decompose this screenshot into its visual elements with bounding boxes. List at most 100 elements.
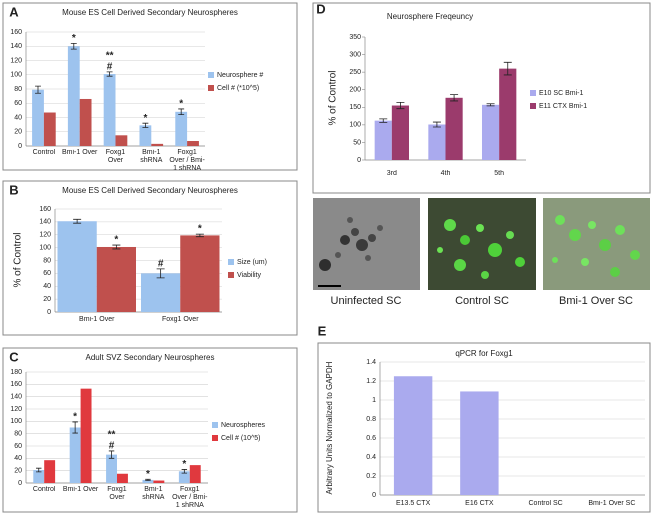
bar [178,471,190,483]
bar [187,141,199,146]
y-tick-label: 0 [372,492,376,499]
y-tick-label: 40 [14,114,22,121]
bar [499,68,517,160]
image-caption: Bmi-1 Over SC [559,295,633,307]
error-bar [379,118,388,123]
y-tick-label: 0 [18,480,22,487]
y-tick-label: 0 [357,157,361,164]
y-tick-label: 150 [349,104,361,111]
legend-label: E10 SC Bmi-1 [539,90,583,97]
bar [141,273,181,312]
panel-frame [2,347,298,513]
chart-title: Adult SVZ Secondary Neurospheres [86,353,215,362]
annotation: # [107,62,113,73]
x-tick-label-box: Bmi-1 Over [61,149,98,156]
annotation: # [109,441,115,452]
bar [115,135,128,146]
y-tick-label: 1.2 [366,378,376,385]
bar [44,460,56,483]
x-tick-label-box: Foxg1 Over [107,486,127,501]
legend-swatch [530,90,536,96]
image-caption: Control SC [455,295,509,307]
panel-letter: C [9,349,19,364]
x-tick-label: Bmi-1 shRNA [140,149,163,164]
error-bar [450,94,459,102]
bar [393,376,433,495]
y-tick-label: 180 [10,369,22,376]
micrograph [428,198,536,290]
x-tick-label: 4th [440,170,451,177]
bar [175,111,188,146]
x-tick-label: Control [32,149,56,156]
x-tick-label: Foxg1 Over / Bmi-1 shRNA [172,486,208,509]
y-tick-label: 100 [10,72,22,79]
y-tick-label: 160 [10,29,22,36]
error-bar [181,469,188,474]
bar [151,143,164,146]
bar [43,112,56,146]
image-caption: Uninfected SC [331,295,402,307]
x-tick-label-box: 3rd [386,170,397,177]
y-tick-label: 0.8 [366,416,376,423]
bar [57,221,97,312]
x-tick-label: Bmi-1 Over [79,316,115,323]
y-tick-label: 60 [43,270,51,277]
bar [153,480,165,483]
bar [139,125,152,146]
bar [428,124,446,160]
error-bar [106,71,113,77]
panel-frame [2,2,298,171]
y-tick-label: 40 [43,283,51,290]
x-tick-label: 3rd [386,170,397,177]
legend-swatch [208,85,214,91]
y-axis-label: % of Control [328,70,339,125]
x-tick-label-box: Bmi-1 Over SC [588,500,635,507]
panel-letter: B [9,182,18,197]
panel-frame [317,342,651,513]
panel-letter: E [318,323,327,338]
legend-label: Neurosphere # [217,72,263,79]
x-tick-label-box: Control SC [529,500,563,507]
error-bar [178,108,185,116]
error-bar [142,122,149,128]
y-tick-label: 100 [10,418,22,425]
y-tick-label: 60 [14,443,22,450]
annotation: * [146,469,150,480]
y-tick-label: 0.6 [366,435,376,442]
legend-label: E11 CTX Bmi-1 [539,103,587,110]
bar [374,120,392,160]
error-bar [72,421,78,434]
y-tick-label: 140 [10,43,22,50]
panel-letter: A [9,4,19,19]
x-tick-label: Foxg1 Over / Bmi-1 shRNA [169,149,205,172]
x-tick-label: Control [32,486,56,493]
x-tick-label-box: Bmi-1 shRNA [142,486,164,501]
x-tick-label: E13.5 CTX [396,500,431,507]
micrograph [313,198,420,290]
y-tick-label: 50 [353,139,361,146]
x-tick-label: E16 CTX [465,500,494,507]
panel-frame [2,180,298,336]
legend-swatch [208,72,214,78]
y-tick-label: 20 [14,129,22,136]
y-tick-label: 0.2 [366,473,376,480]
bar [481,104,500,160]
error-bar [36,467,42,473]
y-tick-label: 80 [14,431,22,438]
y-tick-label: 60 [14,100,22,107]
x-tick-label: Foxg1 Over [107,486,127,501]
x-tick-label: Bmi-1 Over [61,149,98,156]
annotation: * [73,412,77,423]
x-tick-label-box: Bmi-1 shRNA [140,149,163,164]
micrograph [543,198,650,290]
annotation: * [72,33,76,44]
annotation: # [158,259,164,270]
bar [69,427,81,483]
chart-title: Mouse ES Cell Derived Secondary Neurosph… [62,8,238,17]
error-bar [486,103,495,107]
legend-label: Cell # (*10^5) [217,85,259,92]
annotation: ** [108,430,116,441]
error-bar [145,478,151,481]
bar [96,246,136,312]
y-tick-label: 100 [39,244,51,251]
